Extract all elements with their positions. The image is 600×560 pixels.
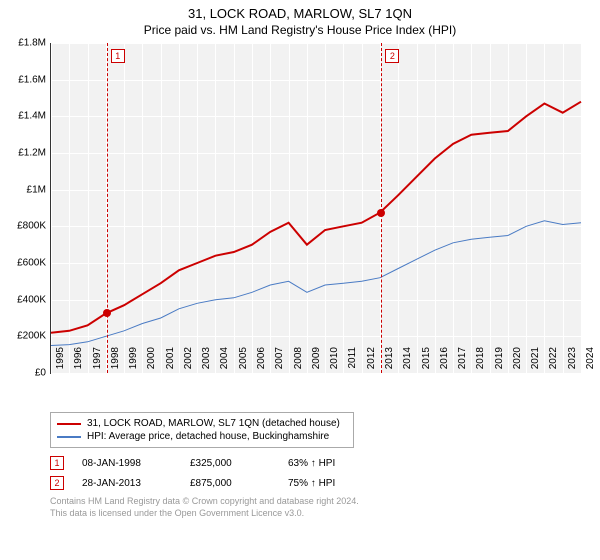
- y-axis-label: £1.6M: [1, 74, 46, 85]
- sale-rel-hpi: 75% ↑ HPI: [288, 478, 335, 489]
- sale-vline: [107, 43, 108, 373]
- chart-title: 31, LOCK ROAD, MARLOW, SL7 1QN: [0, 0, 600, 21]
- legend-swatch: [57, 423, 81, 425]
- legend-label: 31, LOCK ROAD, MARLOW, SL7 1QN (detached…: [87, 418, 340, 429]
- sale-rel-hpi: 63% ↑ HPI: [288, 458, 335, 469]
- chart-lines: [51, 43, 581, 373]
- chart-plot: £0£200K£400K£600K£800K£1M£1.2M£1.4M£1.6M…: [50, 43, 581, 374]
- y-axis-label: £1.8M: [1, 38, 46, 49]
- sale-point: [377, 209, 385, 217]
- footer-line1: Contains HM Land Registry data © Crown c…: [50, 496, 600, 508]
- sale-marker-1: 1: [111, 49, 125, 63]
- sale-date: 28-JAN-2013: [82, 478, 172, 489]
- y-axis-label: £200K: [1, 331, 46, 342]
- sales-table: 1 08-JAN-1998 £325,000 63% ↑ HPI 2 28-JAN-201…: [50, 456, 600, 490]
- legend-box: 31, LOCK ROAD, MARLOW, SL7 1QN (detached…: [50, 412, 354, 448]
- series-line: [51, 102, 581, 333]
- legend-label: HPI: Average price, detached house, Buck…: [87, 431, 329, 442]
- chart-subtitle: Price paid vs. HM Land Registry's House …: [0, 21, 600, 43]
- series-line: [51, 221, 581, 346]
- y-axis-label: £0: [1, 368, 46, 379]
- sale-date: 08-JAN-1998: [82, 458, 172, 469]
- footer-attribution: Contains HM Land Registry data © Crown c…: [50, 496, 600, 519]
- sale-point: [103, 309, 111, 317]
- legend-row: HPI: Average price, detached house, Buck…: [57, 430, 347, 443]
- x-axis-label: 2024: [585, 347, 596, 377]
- sale-price: £875,000: [190, 478, 270, 489]
- sale-idx: 2: [50, 476, 64, 490]
- sale-row: 1 08-JAN-1998 £325,000 63% ↑ HPI: [50, 456, 600, 470]
- footer-line2: This data is licensed under the Open Gov…: [50, 508, 600, 520]
- y-axis-label: £1.4M: [1, 111, 46, 122]
- sale-row: 2 28-JAN-2013 £875,000 75% ↑ HPI: [50, 476, 600, 490]
- y-axis-label: £1.2M: [1, 148, 46, 159]
- y-axis-label: £600K: [1, 258, 46, 269]
- y-axis-label: £400K: [1, 294, 46, 305]
- legend-swatch: [57, 436, 81, 438]
- sale-price: £325,000: [190, 458, 270, 469]
- sale-marker-2: 2: [385, 49, 399, 63]
- y-axis-label: £800K: [1, 221, 46, 232]
- legend-row: 31, LOCK ROAD, MARLOW, SL7 1QN (detached…: [57, 417, 347, 430]
- sale-idx: 1: [50, 456, 64, 470]
- y-axis-label: £1M: [1, 184, 46, 195]
- grid-v: [581, 43, 582, 373]
